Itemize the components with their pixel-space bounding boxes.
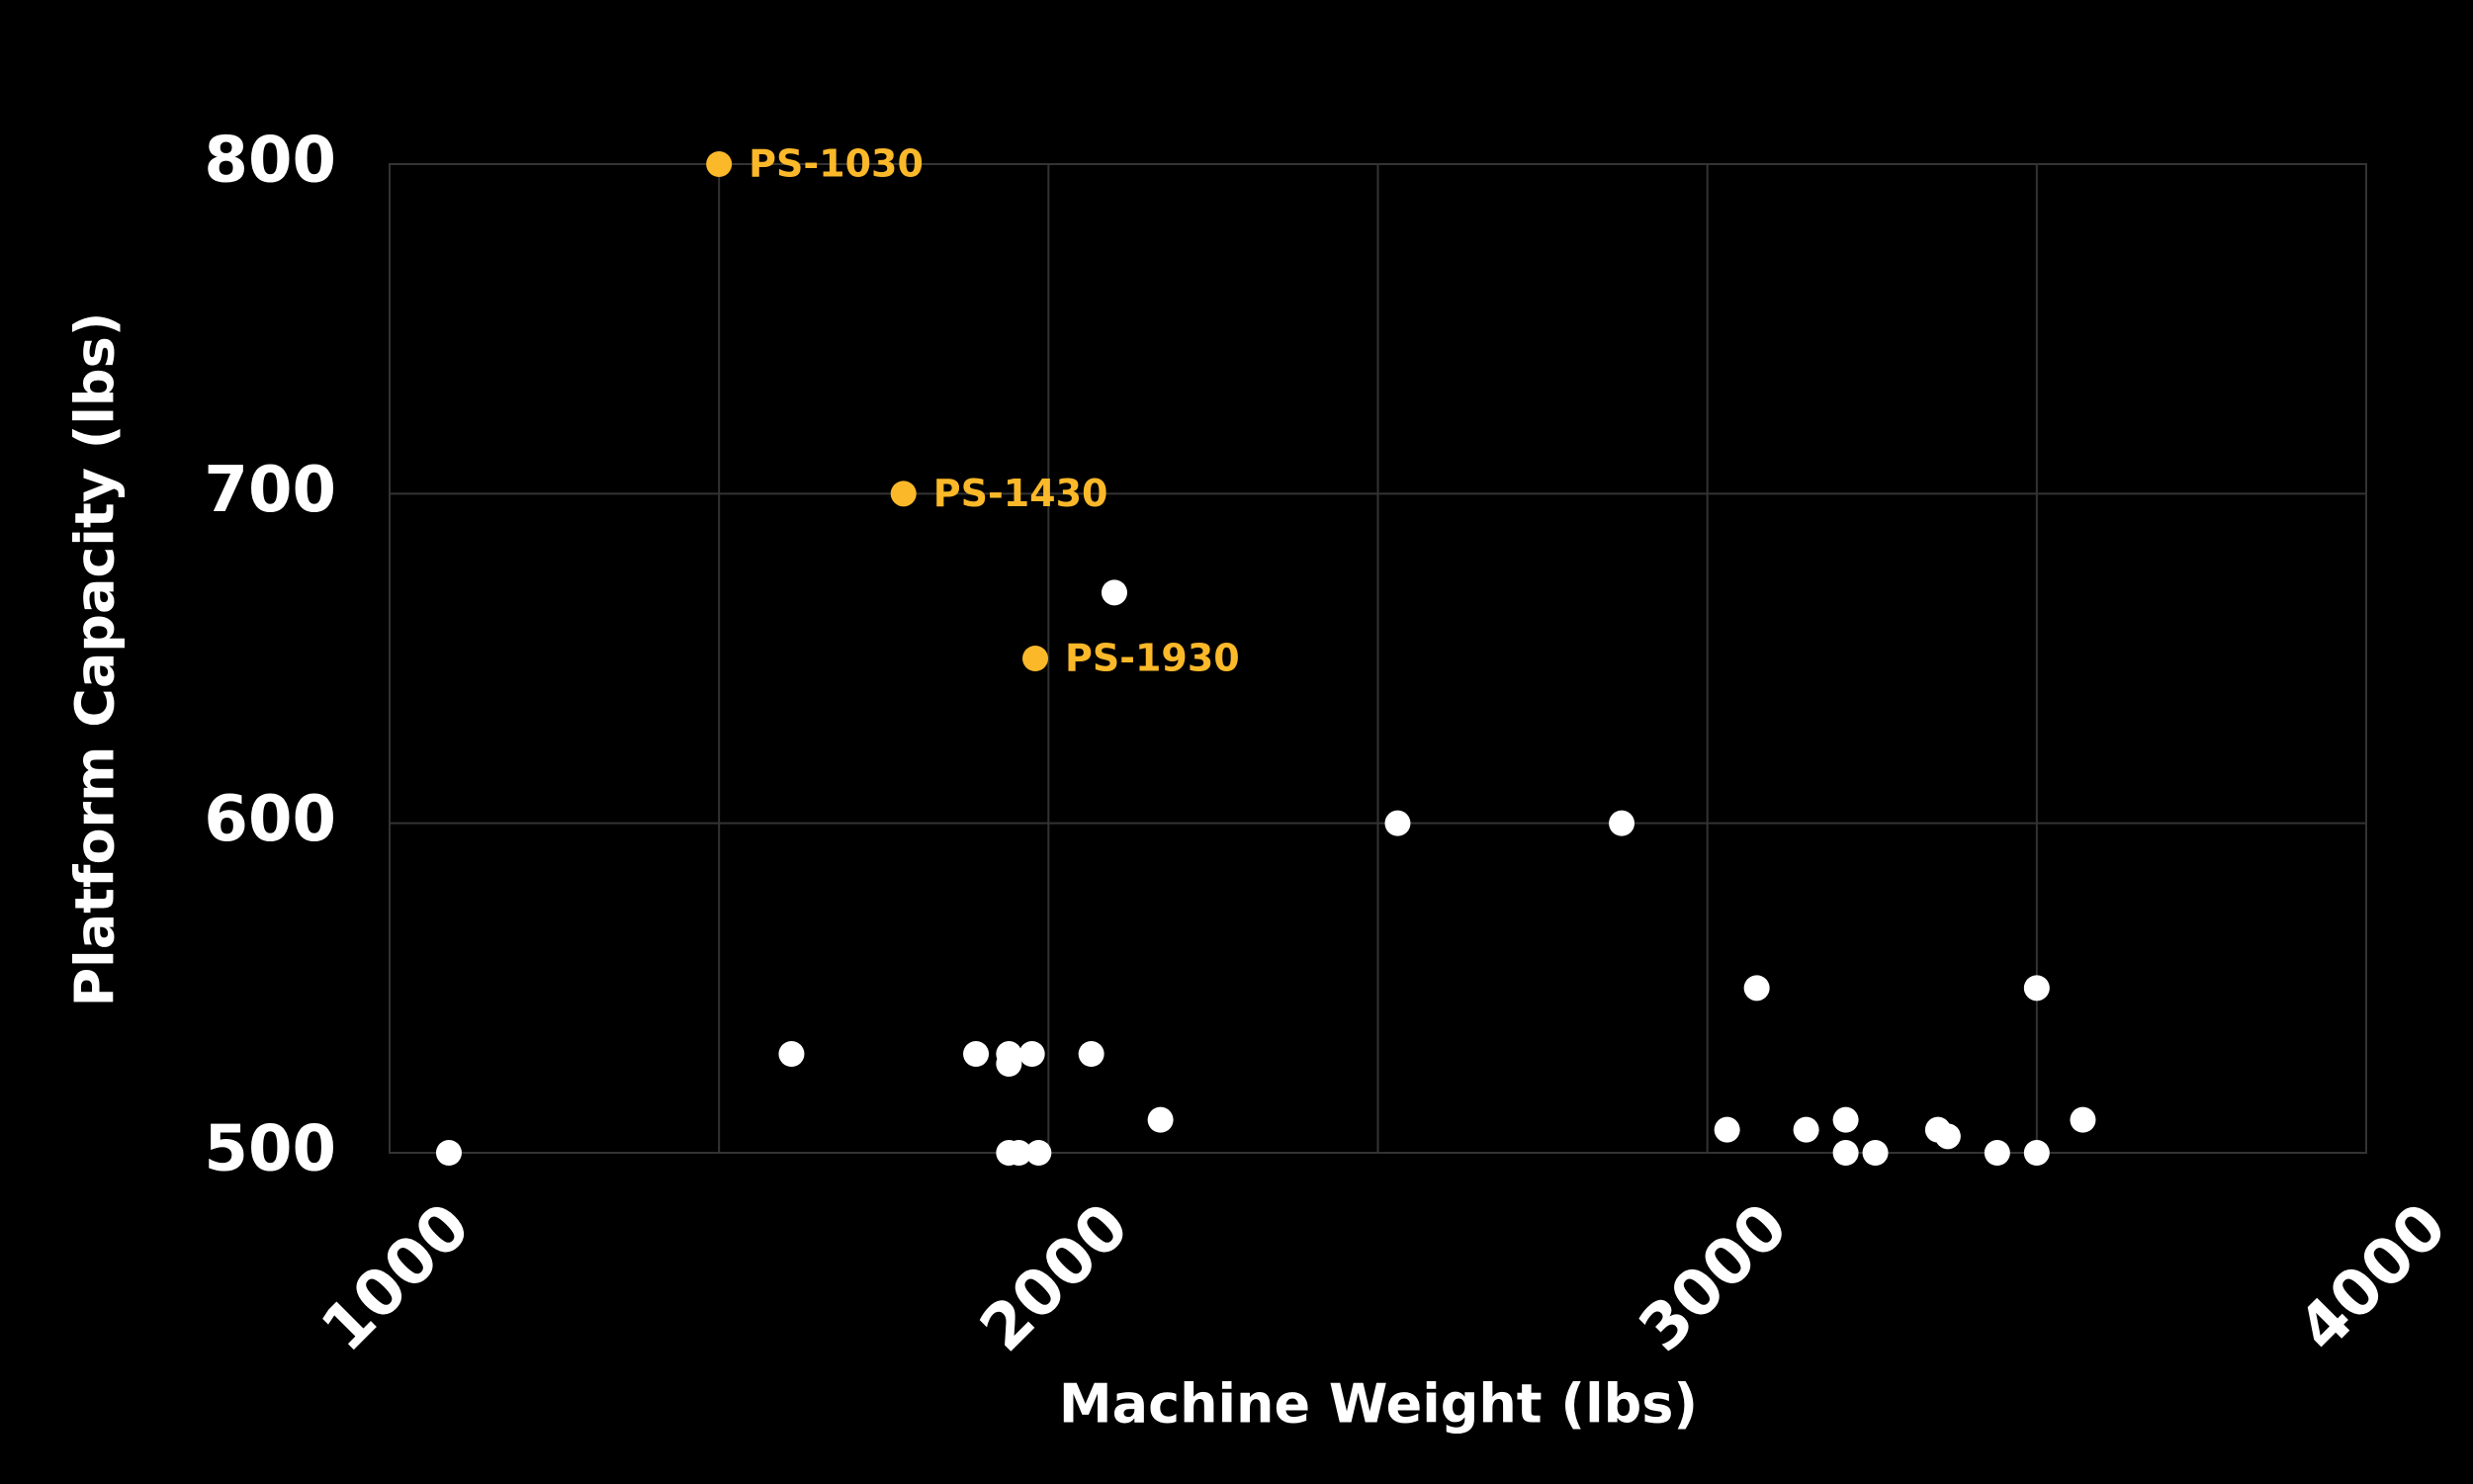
y-tick-label: 500 — [204, 1113, 336, 1186]
point-label: PS-1930 — [1065, 637, 1240, 680]
point — [1832, 1106, 1859, 1133]
point — [1862, 1140, 1889, 1166]
point — [2070, 1106, 2096, 1133]
x-tick-label: 2000 — [967, 1189, 1143, 1365]
point — [435, 1140, 462, 1166]
point-label: PS-1030 — [749, 142, 924, 186]
point — [1101, 579, 1127, 606]
y-tick-label: 800 — [204, 125, 336, 198]
y-tick-label: 700 — [204, 454, 336, 527]
point — [890, 480, 917, 507]
point-label: PS-1430 — [933, 472, 1108, 515]
point — [706, 151, 733, 177]
point — [1025, 1140, 1052, 1166]
point — [1714, 1116, 1740, 1143]
point — [1006, 1140, 1032, 1166]
point — [1147, 1106, 1174, 1133]
x-axis-title: Machine Weight (lbs) — [1059, 1373, 1698, 1436]
point — [963, 1041, 990, 1067]
point — [1384, 810, 1411, 836]
point — [1832, 1140, 1859, 1166]
point — [778, 1041, 805, 1067]
point — [1078, 1041, 1104, 1067]
point — [1609, 810, 1635, 836]
point — [1022, 646, 1049, 671]
x-tick-label: 4000 — [2284, 1189, 2460, 1365]
point — [1793, 1116, 1819, 1143]
point — [2023, 975, 2050, 1002]
x-tick-label: 3000 — [1626, 1189, 1802, 1365]
point — [1984, 1140, 2010, 1166]
y-tick-label: 600 — [204, 783, 336, 856]
point — [1934, 1123, 1961, 1150]
point — [1743, 975, 1770, 1002]
point — [996, 1051, 1022, 1077]
point — [2023, 1140, 2050, 1166]
y-axis-title: Platform Capacity (lbs) — [64, 312, 127, 1007]
point — [1018, 1041, 1045, 1067]
x-tick-label: 1000 — [308, 1189, 484, 1365]
